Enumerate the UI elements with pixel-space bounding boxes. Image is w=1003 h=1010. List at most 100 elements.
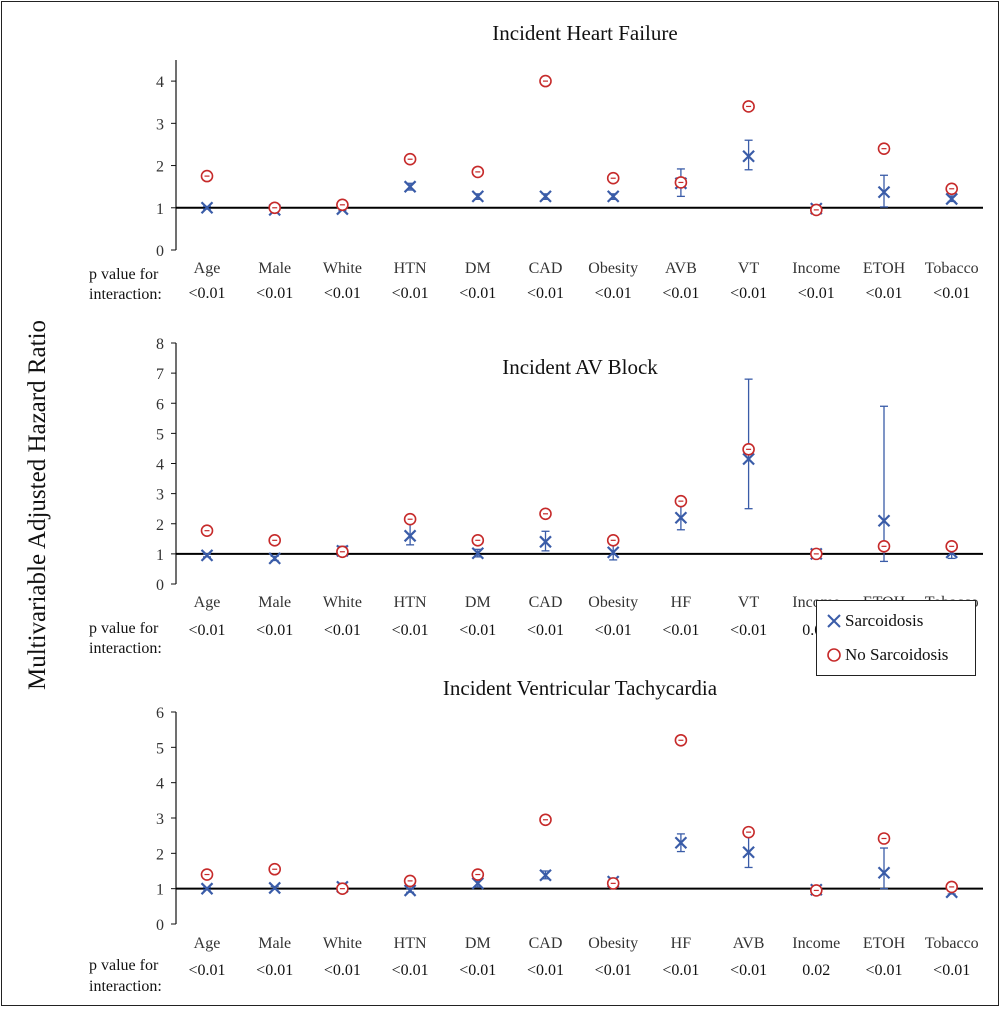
- category-label: Age: [194, 594, 221, 611]
- category-label: White: [323, 935, 362, 952]
- sarcoidosis-point: [945, 192, 958, 206]
- category-label: Age: [194, 260, 221, 277]
- category-label: White: [323, 260, 362, 277]
- pvalue: <0.01: [324, 622, 361, 639]
- pvalue: <0.01: [730, 285, 767, 302]
- sarcoidosis-point: [200, 549, 214, 562]
- pvalue: <0.01: [459, 285, 496, 302]
- sarcoidosis-point: [877, 185, 891, 199]
- y-tick-label: 2: [156, 159, 164, 176]
- sarcoidosis-point: [539, 868, 552, 882]
- pvalue: <0.01: [527, 962, 564, 979]
- pvalue: <0.01: [662, 285, 699, 302]
- sarcoidosis-point: [268, 881, 281, 895]
- pvalue: <0.01: [188, 962, 225, 979]
- sarcoidosis-point: [877, 866, 891, 880]
- category-label: AVB: [665, 260, 697, 277]
- category-label: DM: [465, 594, 491, 611]
- pvalue: <0.01: [324, 962, 361, 979]
- pvalue: <0.01: [798, 285, 835, 302]
- y-tick-label: 4: [156, 776, 164, 793]
- pvalue: 0.02: [802, 962, 830, 979]
- y-tick-label: 1: [156, 201, 164, 218]
- pvalue-label-line1: p value for: [89, 957, 159, 974]
- pvalue: <0.01: [595, 962, 632, 979]
- sarcoidosis-point: [471, 546, 485, 560]
- category-label: DM: [465, 935, 491, 952]
- pvalue-label-line1: p value for: [89, 266, 159, 283]
- pvalue: <0.01: [933, 285, 970, 302]
- pvalue: <0.01: [730, 962, 767, 979]
- category-label: White: [323, 594, 362, 611]
- y-tick-label: 6: [156, 705, 164, 722]
- pvalue: <0.01: [392, 962, 429, 979]
- sarcoidosis-point: [403, 529, 417, 543]
- category-label: Obesity: [588, 935, 638, 952]
- legend: Sarcoidosis No Sarcoidosis: [816, 600, 976, 676]
- pvalue: <0.01: [459, 622, 496, 639]
- sarcoidosis-point: [742, 452, 755, 466]
- y-tick-label: 5: [156, 426, 164, 443]
- sarcoidosis-point: [471, 190, 485, 203]
- category-label: Age: [194, 935, 221, 952]
- panel-title-1: Incident Heart Failure: [492, 21, 677, 45]
- y-tick-label: 0: [156, 243, 164, 260]
- pvalue: <0.01: [256, 285, 293, 302]
- category-label: Income: [792, 935, 840, 952]
- sarcoidosis-point: [742, 149, 755, 163]
- y-tick-label: 3: [156, 811, 164, 828]
- y-tick-label: 2: [156, 517, 164, 534]
- category-label: Male: [258, 935, 291, 952]
- sarcoidosis-point: [200, 882, 214, 895]
- legend-item-no-sarcoidosis: No Sarcoidosis: [825, 645, 948, 665]
- legend-x-marker-icon: [827, 614, 841, 628]
- pvalue-label-line2: interaction:: [89, 286, 162, 303]
- sarcoidosis-point: [606, 546, 620, 559]
- pvalue: <0.01: [595, 285, 632, 302]
- y-tick-label: 0: [156, 577, 164, 594]
- y-tick-label: 4: [156, 74, 164, 91]
- sarcoidosis-point: [539, 535, 552, 549]
- pvalue: <0.01: [933, 962, 970, 979]
- y-tick-label: 1: [156, 547, 164, 564]
- y-axis-label-container: Multivariable Adjusted Hazard Ratio: [8, 320, 68, 690]
- panel-title-2: Incident AV Block: [502, 355, 658, 379]
- pvalue: <0.01: [392, 285, 429, 302]
- pvalue: <0.01: [256, 622, 293, 639]
- pvalue: <0.01: [188, 285, 225, 302]
- pvalue: <0.01: [527, 622, 564, 639]
- category-label: VT: [738, 260, 760, 277]
- category-label: CAD: [529, 935, 563, 952]
- pvalue: <0.01: [662, 622, 699, 639]
- sarcoidosis-point: [606, 190, 620, 203]
- pvalue-label-line2: interaction:: [89, 640, 162, 657]
- y-tick-label: 3: [156, 487, 164, 504]
- y-axis-label: Multivariable Adjusted Hazard Ratio: [24, 319, 51, 691]
- category-label: Obesity: [588, 594, 638, 611]
- sarcoidosis-point: [877, 514, 891, 528]
- sarcoidosis-point: [742, 845, 755, 859]
- pvalue-label-line2: interaction:: [89, 978, 162, 995]
- y-tick-label: 0: [156, 917, 164, 934]
- y-tick-label: 8: [156, 336, 164, 353]
- category-label: Male: [258, 260, 291, 277]
- sarcoidosis-point: [674, 511, 688, 525]
- sarcoidosis-point: [200, 201, 214, 215]
- category-label: VT: [738, 594, 760, 611]
- category-label: HF: [671, 594, 692, 611]
- pvalue: <0.01: [865, 962, 902, 979]
- category-label: HTN: [394, 260, 427, 277]
- sarcoidosis-point: [403, 180, 417, 193]
- legend-label-sarcoidosis: Sarcoidosis: [845, 611, 924, 630]
- category-label: CAD: [529, 594, 563, 611]
- y-tick-label: 6: [156, 396, 164, 413]
- category-label: HF: [671, 935, 692, 952]
- category-label: Tobacco: [925, 935, 979, 952]
- pvalue: <0.01: [256, 962, 293, 979]
- pvalue: <0.01: [324, 285, 361, 302]
- category-label: DM: [465, 260, 491, 277]
- pvalue: <0.01: [662, 962, 699, 979]
- pvalue: <0.01: [188, 622, 225, 639]
